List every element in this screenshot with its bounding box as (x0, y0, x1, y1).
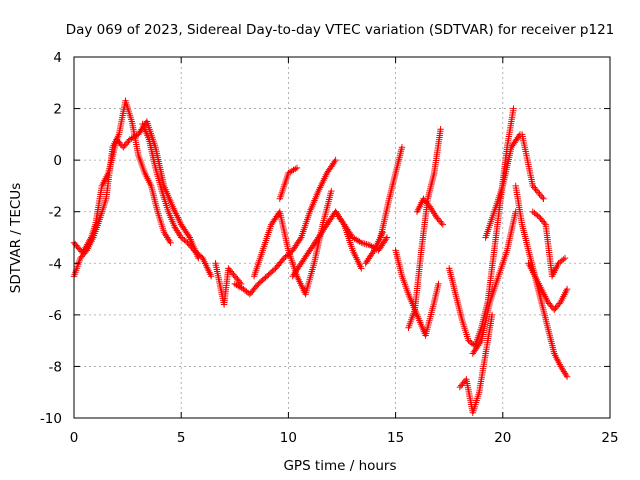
data-marker-path (231, 156, 339, 298)
plot-frame (73, 56, 611, 419)
series-track-c (139, 120, 215, 280)
data-marker-path (529, 208, 569, 280)
x-tick-label: 0 (70, 430, 79, 446)
data-points (70, 97, 571, 416)
series-track-j (362, 229, 386, 267)
series-track-r (482, 131, 524, 241)
series-track-k (377, 144, 406, 241)
series-track-n (413, 195, 446, 228)
series-track-g (276, 164, 301, 202)
data-marker-path (276, 164, 301, 202)
chart-title: Day 069 of 2023, Sidereal Day-to-day VTE… (66, 22, 615, 38)
series-track-f (250, 187, 335, 298)
series-track-t (525, 260, 571, 313)
y-tick-label: -6 (49, 308, 62, 324)
y-tick-label: 0 (53, 153, 62, 169)
data-marker-path (446, 105, 517, 349)
data-marker-path (289, 208, 365, 280)
data-marker-path (512, 182, 571, 380)
y-tick-label: -4 (49, 256, 62, 272)
x-axis-label: GPS time / hours (283, 458, 396, 474)
series-track-u (529, 208, 569, 280)
y-tick-label: -8 (49, 359, 62, 375)
data-marker-path (362, 229, 386, 267)
series-track-v (518, 131, 547, 202)
y-axis-label: SDTVAR / TECUs (8, 183, 24, 293)
data-marker-path (413, 195, 446, 228)
data-marker-path (377, 144, 406, 241)
data-marker-path (332, 208, 391, 254)
data-marker-path (250, 187, 335, 298)
series-track-q (469, 208, 519, 357)
series-track-h (289, 208, 365, 280)
x-tick-label: 5 (177, 430, 186, 446)
y-tick-label: 4 (53, 50, 62, 66)
series-track-o (446, 105, 517, 349)
data-marker-path (469, 208, 519, 357)
data-marker-path (405, 126, 444, 331)
series-track-e (231, 156, 339, 298)
y-tick-label: 2 (53, 102, 62, 118)
data-marker-path (392, 247, 442, 339)
x-tick-label: 10 (280, 430, 297, 446)
series-track-d (212, 260, 245, 308)
grid-lines (74, 57, 610, 418)
series-track-m (405, 126, 444, 331)
series-track-p (456, 311, 496, 416)
x-tick-label: 20 (494, 430, 511, 446)
data-marker-path (212, 260, 245, 308)
axis-ticks: 0 5 10 15 20 25 -10 -8 -6 -4 -2 0 2 4 (40, 50, 619, 446)
series-track-l (392, 247, 442, 339)
data-marker-path (456, 311, 496, 416)
series-track-i (332, 208, 391, 254)
data-marker-path (518, 131, 547, 202)
data-marker-path (525, 260, 571, 313)
x-tick-label: 15 (387, 430, 404, 446)
series-track-s (512, 182, 571, 380)
data-marker-path (139, 120, 215, 280)
y-tick-label: -10 (40, 411, 62, 427)
data-marker-path (482, 131, 524, 241)
x-tick-label: 25 (601, 430, 618, 446)
y-tick-label: -2 (49, 205, 62, 221)
